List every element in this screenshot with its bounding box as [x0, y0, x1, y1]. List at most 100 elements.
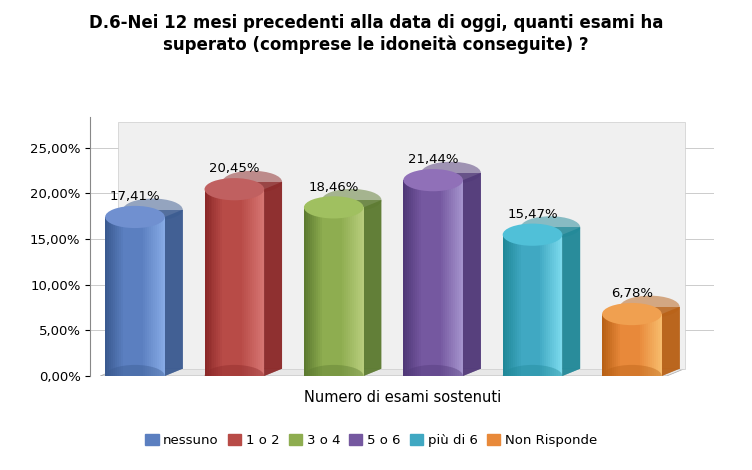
Bar: [411, 180, 414, 376]
Bar: [634, 314, 636, 376]
Bar: [447, 180, 449, 376]
Bar: [326, 207, 328, 376]
X-axis label: Numero di esami sostenuti: Numero di esami sostenuti: [304, 390, 501, 405]
Bar: [554, 235, 556, 376]
Bar: [335, 207, 338, 376]
Ellipse shape: [403, 169, 463, 191]
Bar: [322, 207, 324, 376]
Bar: [238, 189, 241, 376]
Bar: [556, 235, 558, 376]
Bar: [517, 235, 519, 376]
Bar: [417, 180, 419, 376]
Bar: [153, 217, 155, 376]
Bar: [525, 235, 526, 376]
Bar: [260, 189, 262, 376]
Bar: [131, 217, 133, 376]
Bar: [650, 314, 652, 376]
Bar: [647, 314, 650, 376]
Bar: [113, 217, 115, 376]
Bar: [439, 180, 441, 376]
Polygon shape: [662, 307, 680, 376]
Ellipse shape: [403, 365, 463, 387]
Bar: [653, 314, 656, 376]
Bar: [123, 217, 125, 376]
Bar: [318, 207, 320, 376]
Bar: [129, 217, 131, 376]
Bar: [252, 189, 254, 376]
Bar: [141, 217, 143, 376]
Bar: [453, 180, 455, 376]
Polygon shape: [205, 368, 282, 376]
Polygon shape: [165, 210, 183, 376]
Bar: [346, 207, 347, 376]
Bar: [553, 235, 554, 376]
Bar: [211, 189, 213, 376]
Polygon shape: [264, 182, 282, 376]
Bar: [457, 180, 459, 376]
Polygon shape: [123, 210, 183, 368]
Bar: [536, 235, 538, 376]
Polygon shape: [118, 122, 684, 368]
Bar: [157, 217, 159, 376]
Ellipse shape: [602, 365, 662, 387]
Bar: [250, 189, 252, 376]
Bar: [550, 235, 553, 376]
Bar: [235, 189, 236, 376]
Bar: [347, 207, 350, 376]
Ellipse shape: [205, 365, 264, 387]
Bar: [544, 235, 547, 376]
Bar: [242, 189, 244, 376]
Bar: [111, 217, 113, 376]
Polygon shape: [304, 368, 381, 376]
Bar: [405, 180, 408, 376]
Bar: [149, 217, 151, 376]
Bar: [248, 189, 250, 376]
Polygon shape: [363, 200, 381, 376]
Ellipse shape: [322, 189, 381, 211]
Bar: [429, 180, 431, 376]
Bar: [656, 314, 658, 376]
Bar: [258, 189, 260, 376]
Bar: [105, 217, 107, 376]
Bar: [161, 217, 162, 376]
Text: 21,44%: 21,44%: [408, 153, 459, 166]
Bar: [558, 235, 560, 376]
Bar: [622, 314, 624, 376]
Bar: [308, 207, 310, 376]
Bar: [408, 180, 409, 376]
Bar: [147, 217, 149, 376]
Bar: [542, 235, 544, 376]
Bar: [443, 180, 445, 376]
Bar: [224, 189, 226, 376]
Bar: [353, 207, 356, 376]
Bar: [135, 217, 137, 376]
Bar: [139, 217, 141, 376]
Bar: [415, 180, 417, 376]
Bar: [419, 180, 421, 376]
Bar: [155, 217, 157, 376]
Ellipse shape: [502, 224, 562, 246]
Bar: [137, 217, 139, 376]
Polygon shape: [223, 182, 282, 368]
Bar: [628, 314, 630, 376]
Bar: [526, 235, 529, 376]
Bar: [612, 314, 614, 376]
Bar: [324, 207, 326, 376]
Polygon shape: [100, 368, 684, 376]
Bar: [519, 235, 520, 376]
Bar: [306, 207, 308, 376]
Bar: [535, 235, 536, 376]
Bar: [338, 207, 340, 376]
Bar: [151, 217, 153, 376]
Bar: [507, 235, 508, 376]
Bar: [350, 207, 352, 376]
Bar: [652, 314, 653, 376]
Bar: [548, 235, 550, 376]
Bar: [344, 207, 346, 376]
Bar: [461, 180, 463, 376]
Bar: [616, 314, 618, 376]
Ellipse shape: [123, 198, 183, 221]
Bar: [433, 180, 435, 376]
Ellipse shape: [502, 365, 562, 387]
Bar: [614, 314, 616, 376]
